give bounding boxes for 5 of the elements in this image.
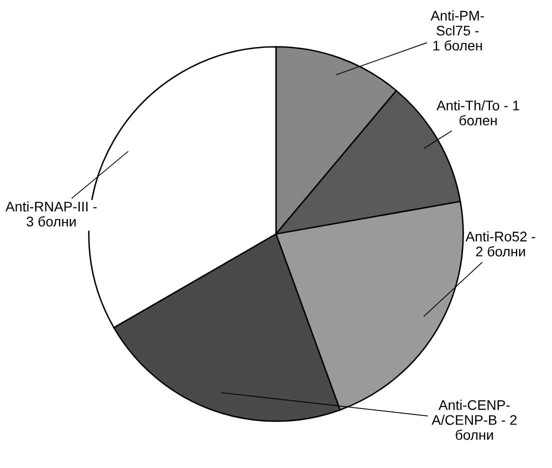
slice-label: Anti-PM- Scl75 - 1 болен bbox=[430, 10, 484, 51]
slice-label: Anti-RNAP-III - 3 болни bbox=[5, 201, 97, 226]
slice-label: Anti-CENP- A/CENP-B - 2 болни bbox=[432, 400, 517, 440]
slice-label: Anti-Th/To - 1 болен bbox=[436, 100, 520, 126]
slice-label: Anti-Ro52 - 2 болни bbox=[466, 231, 536, 256]
